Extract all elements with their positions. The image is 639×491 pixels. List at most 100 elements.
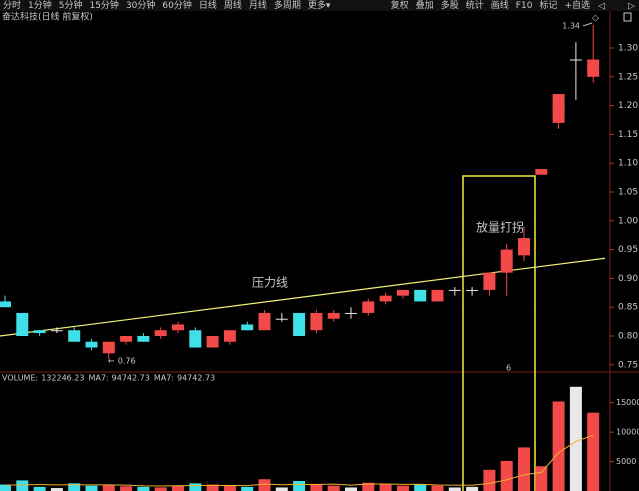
volume-bar xyxy=(206,484,219,491)
toolbar-tab[interactable]: 更多▾ xyxy=(308,0,331,11)
y-tick-label: 1.20 xyxy=(618,101,638,111)
volume-bar xyxy=(50,488,63,491)
y-tick-label: 1.10 xyxy=(618,159,638,169)
volume-bar xyxy=(483,469,496,491)
volume-bar xyxy=(500,460,513,491)
volume-bar xyxy=(85,485,98,491)
toolbar-button[interactable]: +自选 xyxy=(564,0,590,11)
toolbar-tab[interactable]: 周线 xyxy=(224,0,242,11)
volume-bar xyxy=(569,386,582,491)
candle-body xyxy=(189,330,202,348)
toolbar-bg xyxy=(0,0,639,11)
volume-bar xyxy=(241,486,254,491)
low-label: 0.76 xyxy=(118,357,136,366)
y-tick-label: 1.00 xyxy=(618,216,638,226)
volume-bar xyxy=(535,466,548,491)
y-tick-label: 0.75 xyxy=(618,360,638,370)
legend-label: MA7: xyxy=(154,374,174,383)
candle-body xyxy=(275,318,288,320)
candle-body xyxy=(293,312,306,336)
volume-bar xyxy=(102,485,115,491)
legend-label: VOLUME: xyxy=(2,374,38,383)
volume-bar xyxy=(431,485,444,491)
candle-body xyxy=(362,301,375,313)
candle-body xyxy=(518,238,530,256)
y-tick-label: 1.30 xyxy=(618,43,638,53)
box-label: 放量打拐 xyxy=(476,220,524,235)
candle-body xyxy=(258,312,271,331)
toolbar-tab[interactable]: 多周期 xyxy=(274,0,301,11)
volume-bar xyxy=(310,483,323,491)
candle-body xyxy=(569,59,582,61)
highlight-box xyxy=(462,175,536,491)
icon-window[interactable] xyxy=(623,12,632,22)
volume-bar xyxy=(414,484,427,491)
volume-bar xyxy=(379,483,392,491)
volume-bar xyxy=(258,479,271,491)
candle-body xyxy=(587,59,600,77)
y-tick-label: 1.15 xyxy=(618,130,638,140)
toolbar-tab[interactable]: 15分钟 xyxy=(89,0,118,11)
nav-prev[interactable]: ◁ xyxy=(598,2,605,12)
volume-bar xyxy=(189,483,202,491)
toolbar-button[interactable]: 标记 xyxy=(539,0,557,11)
candle-body xyxy=(206,335,219,348)
toolbar-tab[interactable]: 月线 xyxy=(249,0,267,11)
high-label: 1.34 xyxy=(562,21,580,30)
candle-body xyxy=(500,249,513,273)
candle-body xyxy=(396,289,409,296)
candle-body xyxy=(68,330,81,342)
volume-bar xyxy=(362,482,375,491)
toolbar-button[interactable]: 叠加 xyxy=(416,0,434,11)
toolbar-button[interactable]: 画线 xyxy=(491,0,509,11)
volume-bar xyxy=(154,487,167,491)
toolbar-tab[interactable]: 30分钟 xyxy=(126,0,155,11)
candle-body xyxy=(33,330,46,334)
candle-body xyxy=(50,330,63,332)
toolbar-tab[interactable]: 分时 xyxy=(3,0,21,11)
candle-body xyxy=(16,312,29,336)
volume-bar xyxy=(345,487,357,491)
candle-body xyxy=(466,289,479,291)
candle-body xyxy=(483,272,496,290)
volume-bar xyxy=(0,484,11,491)
candle-body xyxy=(102,341,115,354)
legend-value: 94742.73 xyxy=(112,374,150,383)
toolbar-tab[interactable]: 5分钟 xyxy=(59,0,83,11)
volume-tick-label: 5000 xyxy=(616,457,636,466)
marker-label: 6 xyxy=(506,364,511,373)
y-tick-label: 0.95 xyxy=(618,245,638,255)
volume-bar xyxy=(223,485,236,491)
volume-tick-label: 15000 xyxy=(616,398,639,407)
toolbar-button[interactable]: 多股 xyxy=(441,0,459,11)
volume-bar xyxy=(552,401,565,491)
volume-bar xyxy=(275,487,288,491)
candle-body xyxy=(85,341,98,348)
trend-line-label: 压力线 xyxy=(252,276,288,290)
candle-body xyxy=(379,295,392,302)
toolbar-tab[interactable]: 60分钟 xyxy=(162,0,191,11)
legend-label: MA7: xyxy=(88,374,108,383)
toolbar-tab[interactable]: 日线 xyxy=(199,0,217,11)
volume-bar xyxy=(33,486,46,491)
candle-body xyxy=(223,330,236,342)
toolbar-button[interactable]: 统计 xyxy=(466,0,484,11)
toolbar-button[interactable]: F10 xyxy=(516,1,533,11)
toolbar-button[interactable]: 复权 xyxy=(391,0,409,11)
candle-body xyxy=(154,330,167,336)
y-tick-label: 1.05 xyxy=(618,187,638,197)
legend-value: 94742.73 xyxy=(177,374,215,383)
toolbar-tab[interactable]: 1分钟 xyxy=(28,0,52,11)
volume-bar xyxy=(518,447,530,491)
candle-body xyxy=(431,289,444,302)
candle-body xyxy=(327,312,340,319)
volume-bar xyxy=(466,486,479,491)
candle-body xyxy=(0,301,11,308)
volume-bar xyxy=(327,485,340,491)
icon-diamond[interactable]: ◇ xyxy=(592,14,599,24)
volume-tick-label: 10000 xyxy=(616,428,639,437)
candle-body xyxy=(552,94,565,123)
nav-next[interactable]: ▷ xyxy=(628,2,635,12)
candle-body xyxy=(414,289,427,302)
candle-body xyxy=(172,324,184,331)
